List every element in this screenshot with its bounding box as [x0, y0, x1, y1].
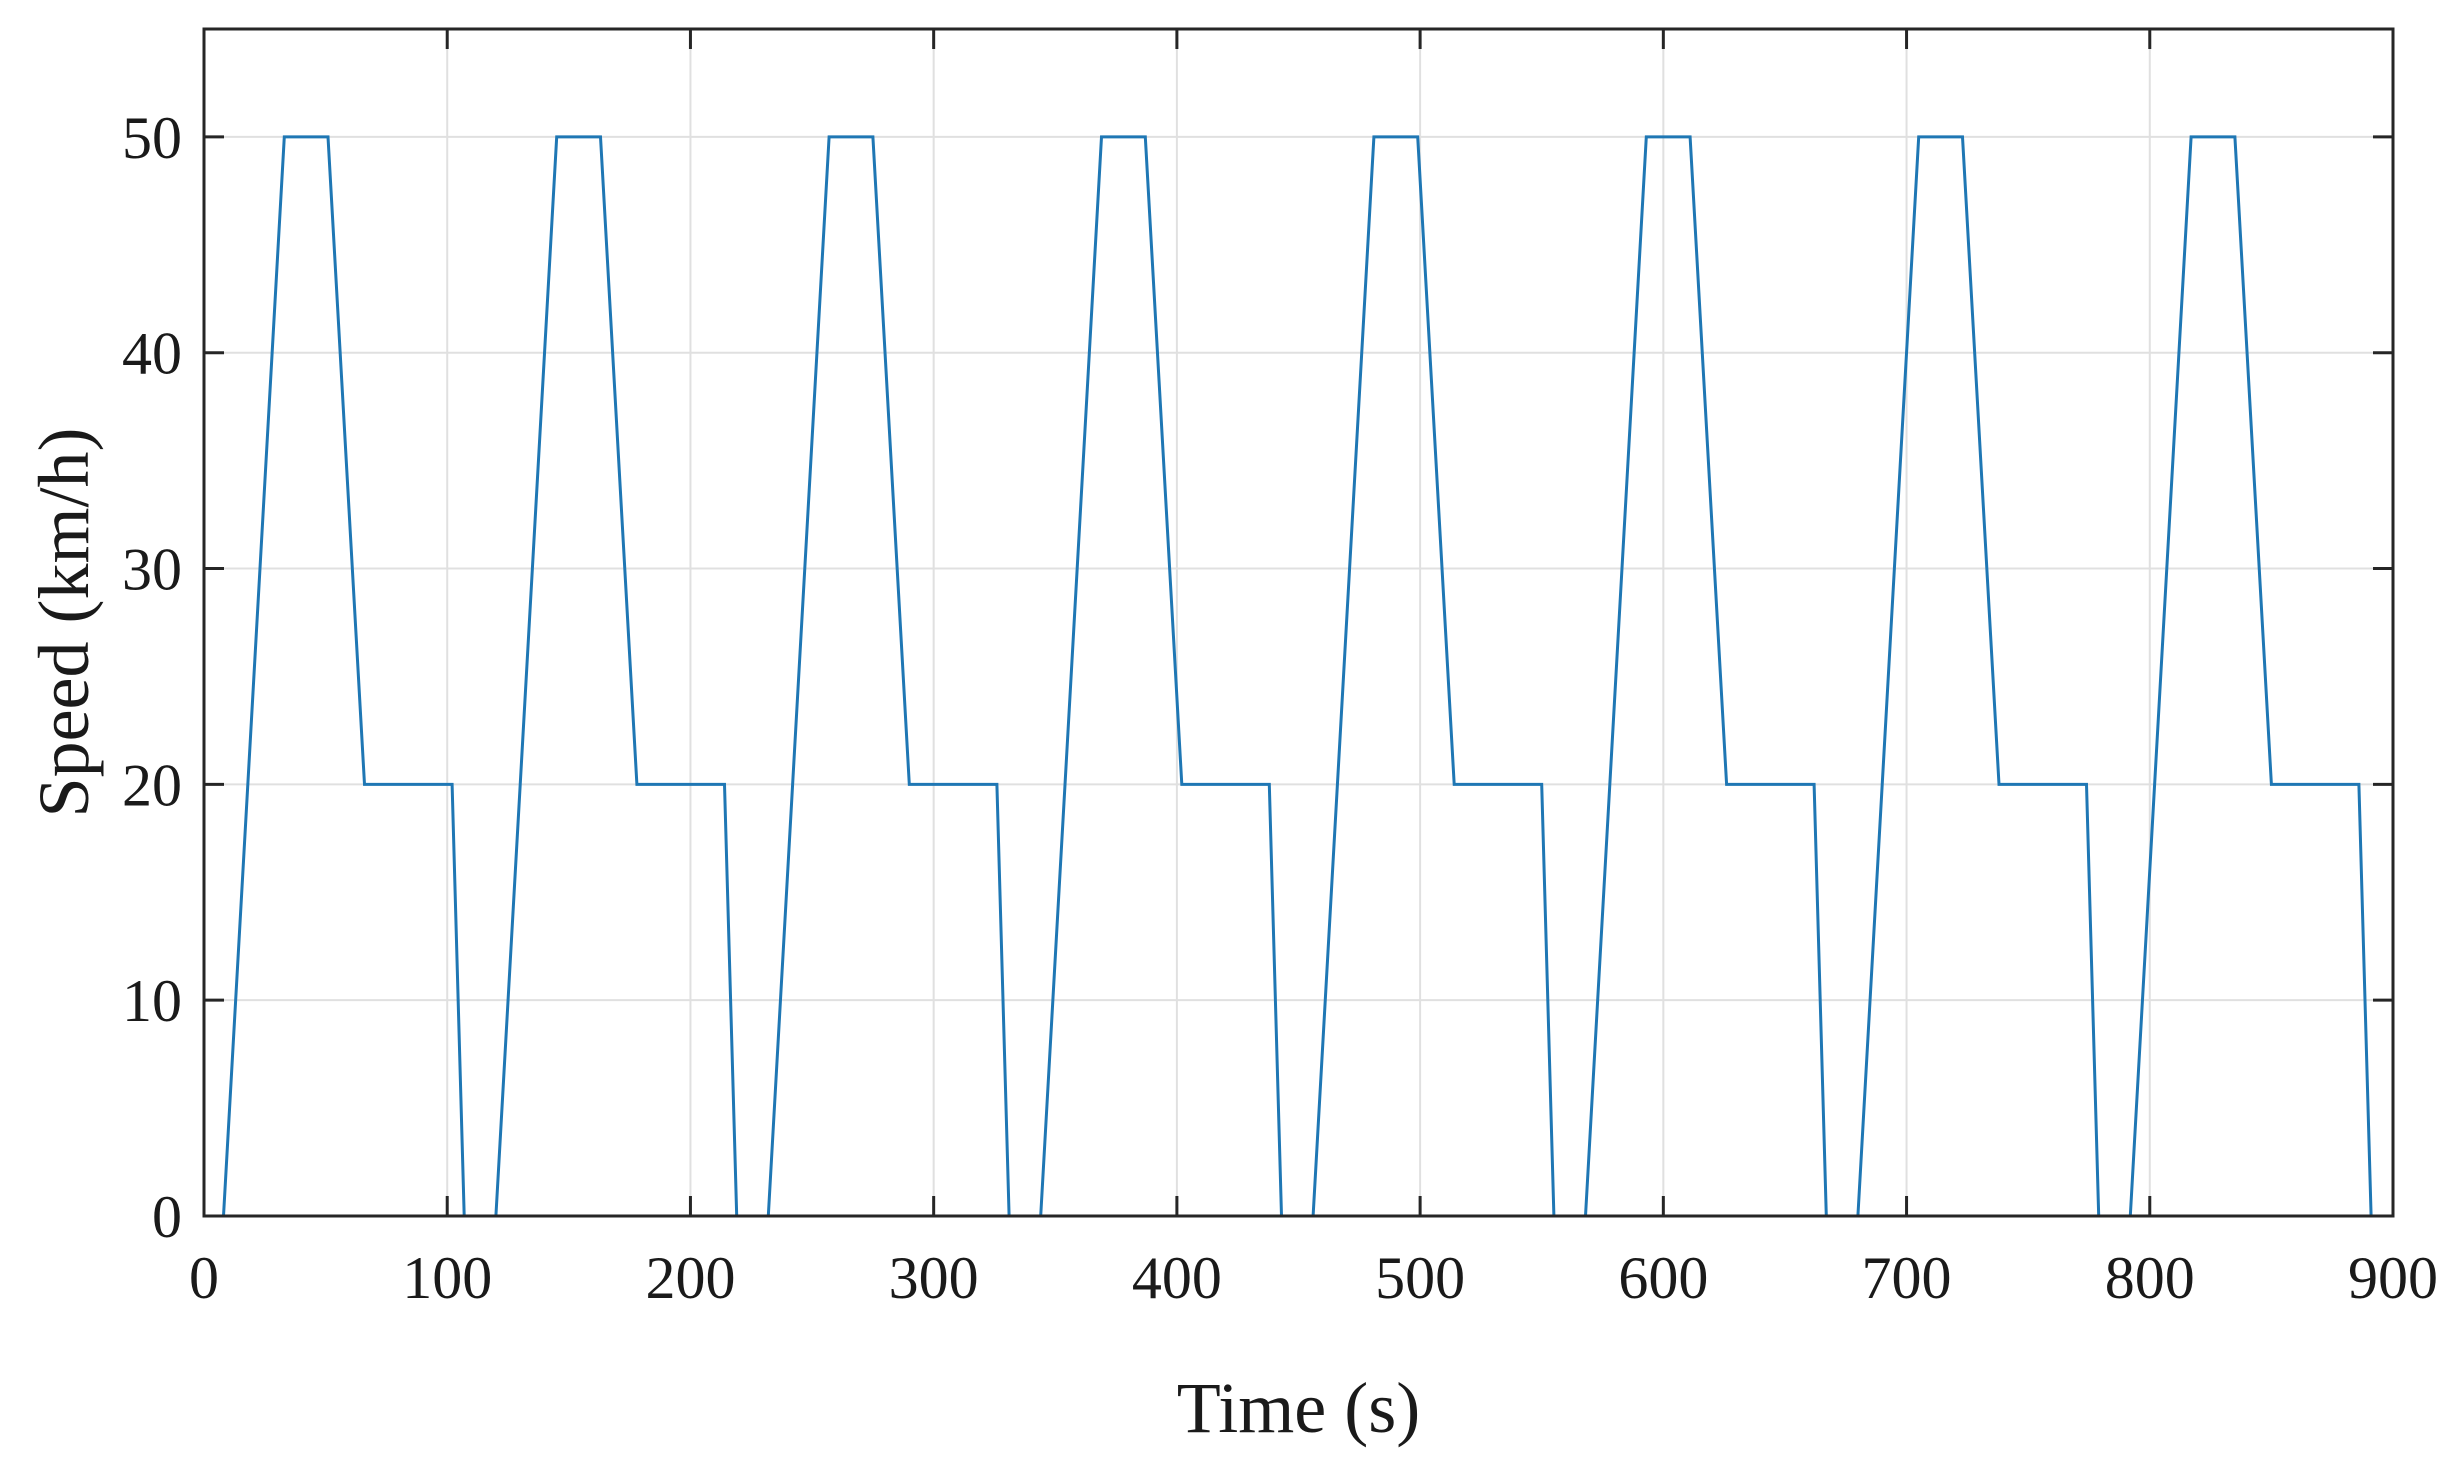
plot-frame [202, 27, 2395, 1218]
y-tick-label-40: 40 [122, 321, 182, 387]
x-tick-label-600: 600 [1618, 1245, 1708, 1311]
y-tick-label-30: 30 [122, 537, 182, 603]
x-tick-label-100: 100 [402, 1245, 492, 1311]
x-tick-label-500: 500 [1375, 1245, 1465, 1311]
x-axis-title: Time (s) [1177, 1368, 1420, 1448]
x-tick-label-300: 300 [889, 1245, 979, 1311]
y-tick-label-10: 10 [122, 968, 182, 1034]
x-tick-label-900: 900 [2348, 1245, 2438, 1311]
x-tick-label-800: 800 [2105, 1245, 2195, 1311]
y-tick-label-20: 20 [122, 752, 182, 818]
y-tick-label-0: 0 [152, 1184, 182, 1250]
y-tick-labels: 0 10 20 30 40 50 [122, 105, 182, 1250]
y-tick-label-50: 50 [122, 105, 182, 171]
tick-marks [202, 29, 2395, 1218]
x-tick-label-700: 700 [1862, 1245, 1952, 1311]
x-tick-label-400: 400 [1132, 1245, 1222, 1311]
x-tick-label-0: 0 [189, 1245, 219, 1311]
x-tick-label-200: 200 [645, 1245, 735, 1311]
x-tick-labels: 0 100 200 300 400 500 600 700 800 900 [189, 1245, 2438, 1311]
y-axis-title: Speed (km/h) [24, 428, 104, 818]
